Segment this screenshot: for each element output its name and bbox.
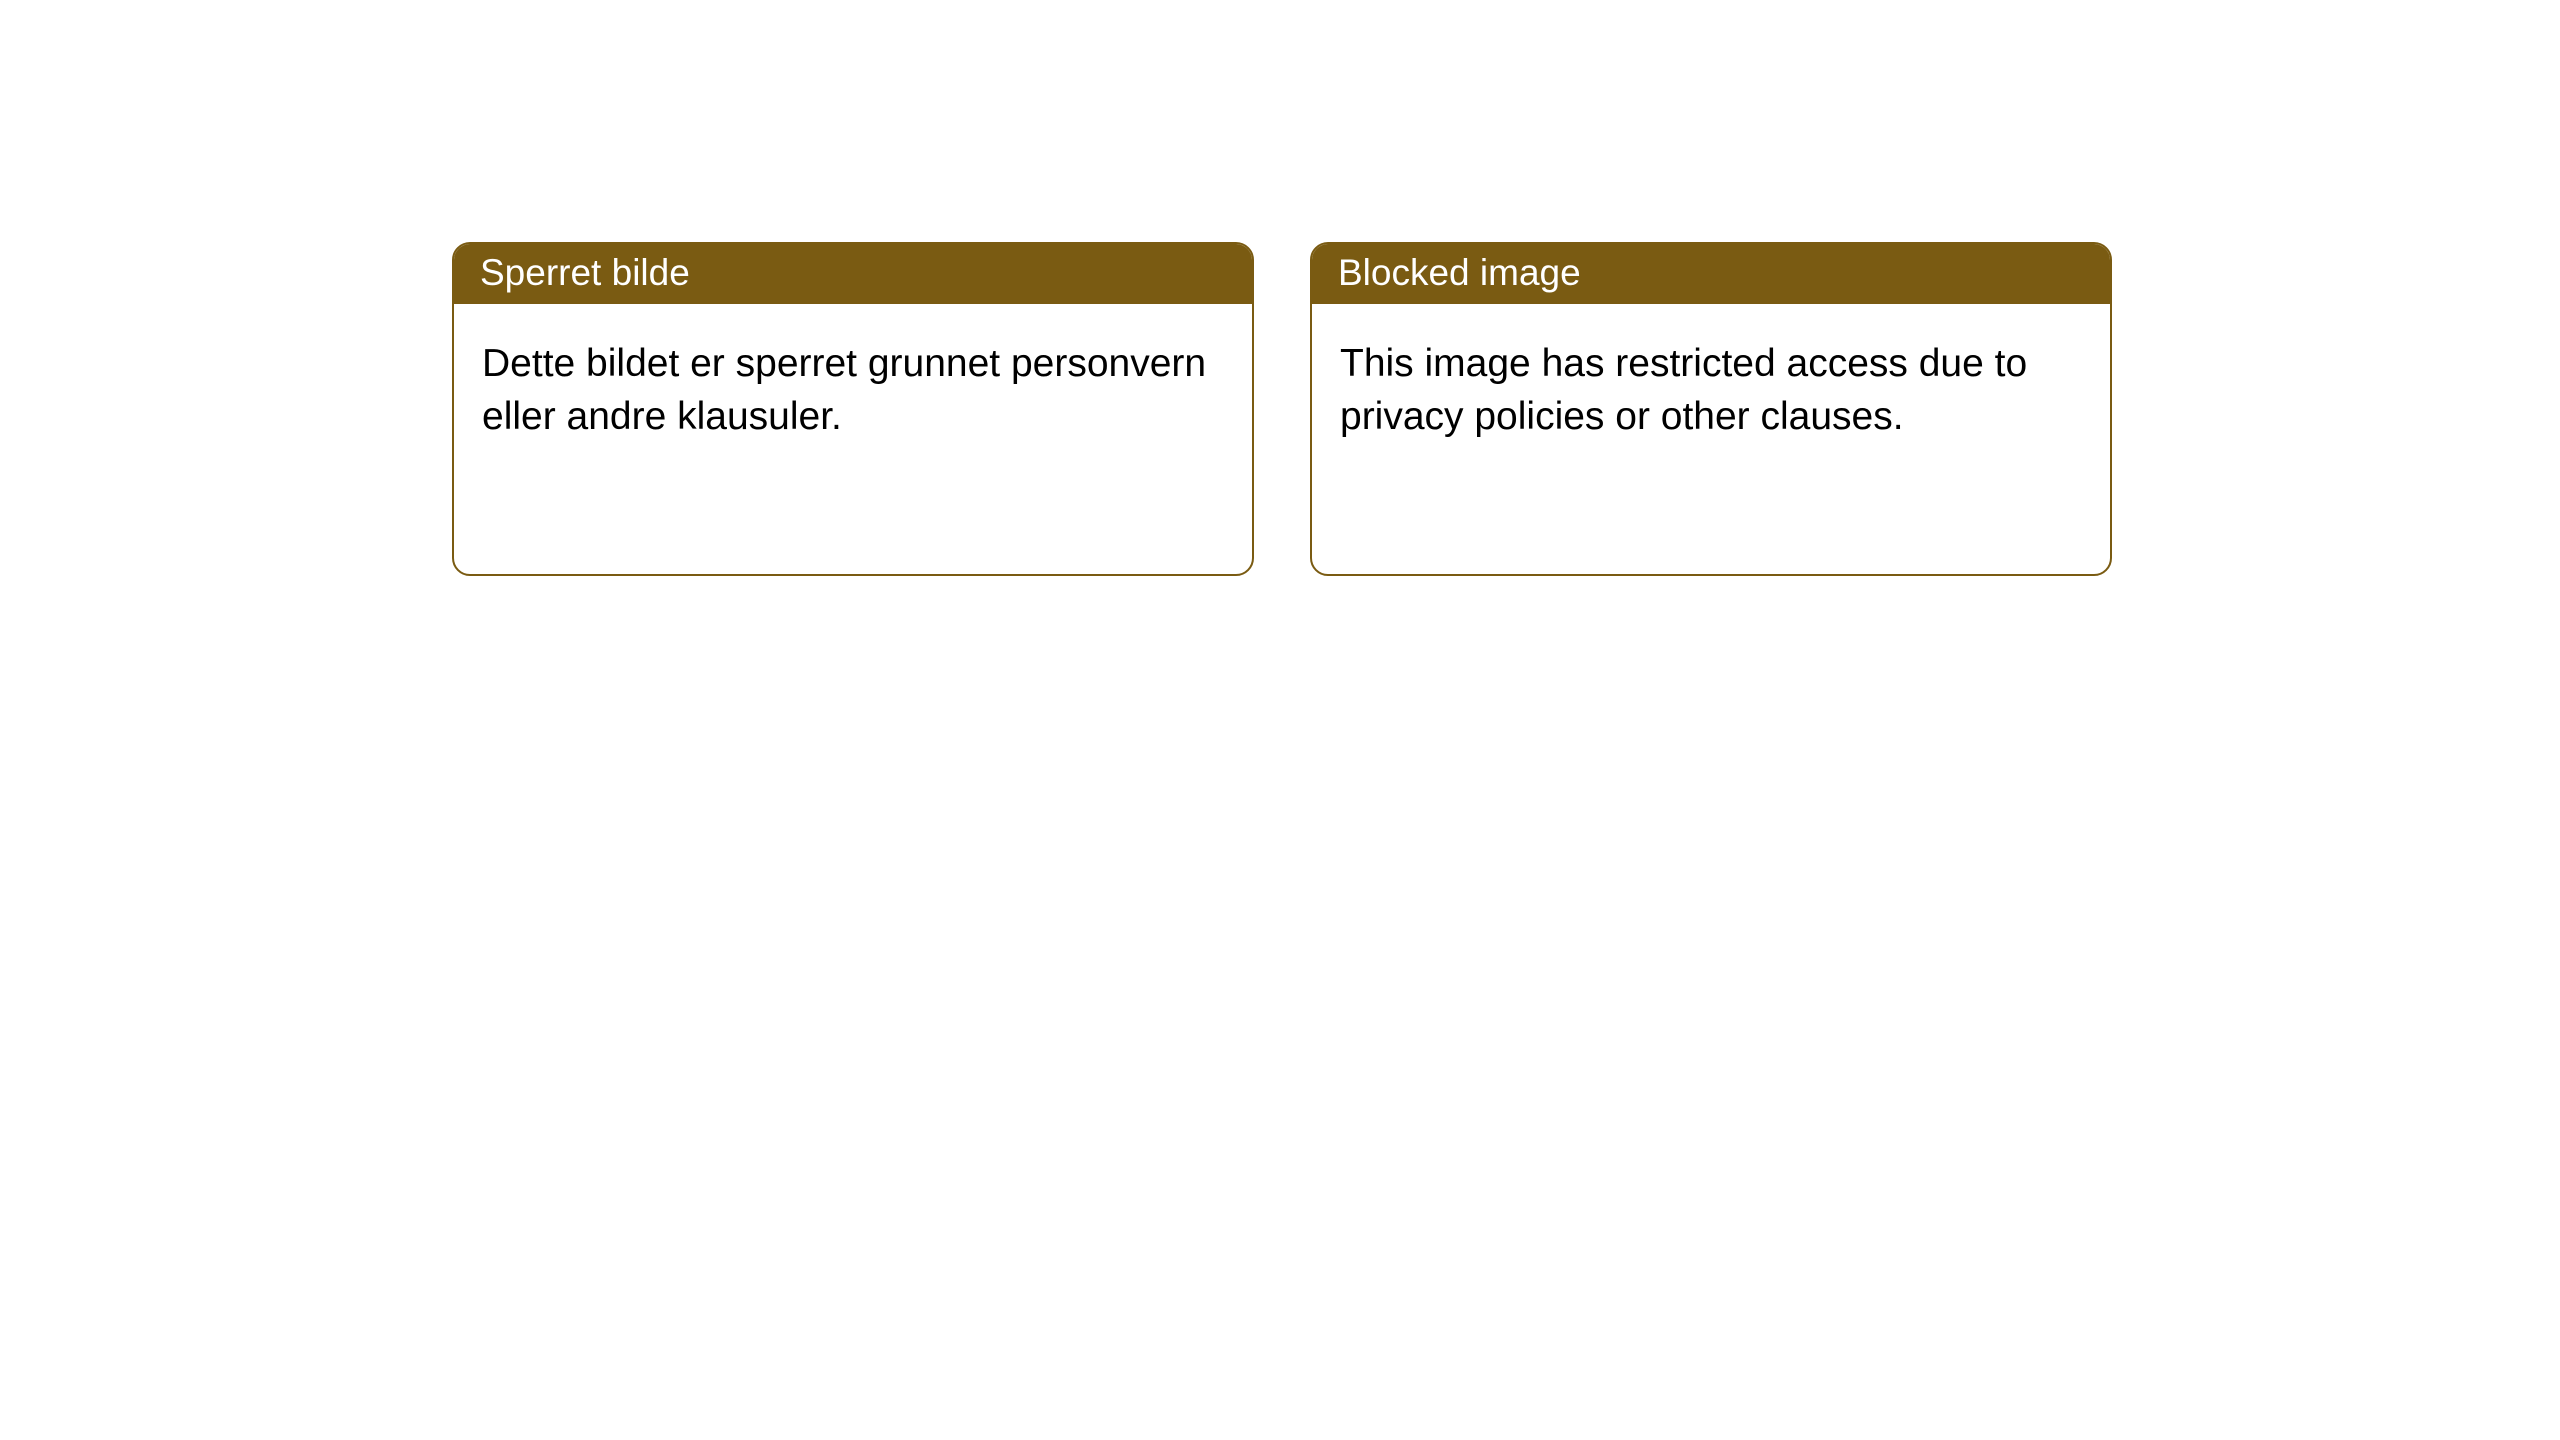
card-body-text: Dette bildet er sperret grunnet personve… bbox=[482, 338, 1224, 443]
card-header: Sperret bilde bbox=[454, 244, 1252, 304]
card-header: Blocked image bbox=[1312, 244, 2110, 304]
notice-card-norwegian: Sperret bilde Dette bildet er sperret gr… bbox=[452, 242, 1254, 576]
card-body: This image has restricted access due to … bbox=[1312, 304, 2110, 574]
card-title: Sperret bilde bbox=[480, 252, 690, 293]
notice-container: Sperret bilde Dette bildet er sperret gr… bbox=[0, 0, 2560, 576]
card-title: Blocked image bbox=[1338, 252, 1581, 293]
card-body-text: This image has restricted access due to … bbox=[1340, 338, 2082, 443]
card-body: Dette bildet er sperret grunnet personve… bbox=[454, 304, 1252, 574]
notice-card-english: Blocked image This image has restricted … bbox=[1310, 242, 2112, 576]
